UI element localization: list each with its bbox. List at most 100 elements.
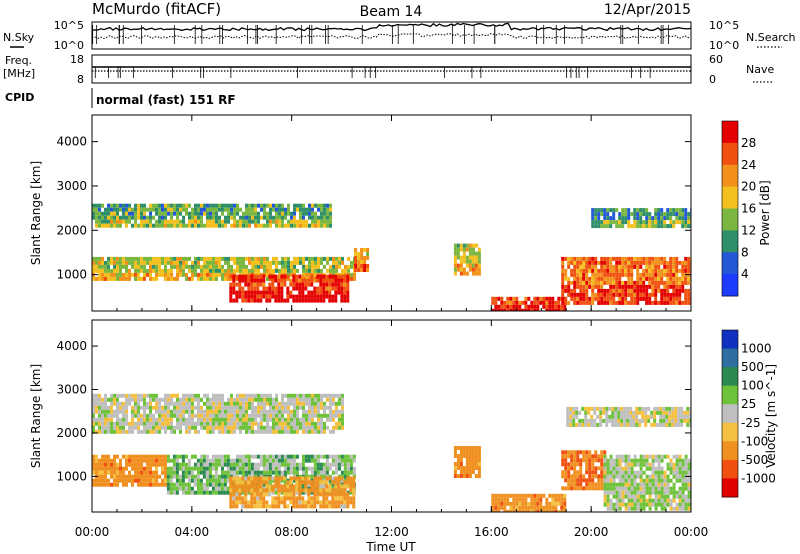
heat-cell-1-5 <box>515 509 519 512</box>
heat-cell-0-2 <box>317 215 320 220</box>
heat-cell-1-1 <box>313 470 317 475</box>
heat-cell-1-3 <box>137 409 140 414</box>
heat-cell-0-5 <box>533 308 537 311</box>
heat-cell-0-0 <box>332 260 335 265</box>
heat-cell-0-4 <box>459 247 463 252</box>
heat-cell-1-2 <box>265 476 269 481</box>
heat-cell-0-0 <box>104 276 107 281</box>
heat-cell-1-3 <box>209 421 212 426</box>
heat-cell-0-0 <box>350 260 353 265</box>
heat-cell-0-2 <box>317 219 320 224</box>
heat-cell-0-2 <box>299 223 302 228</box>
heat-cell-1-7 <box>672 482 676 487</box>
heat-cell-1-3 <box>98 401 101 406</box>
heat-cell-0-2 <box>284 215 287 220</box>
heat-cell-0-1 <box>346 286 350 291</box>
heat-cell-1-3 <box>227 405 230 410</box>
heat-cell-1-3 <box>287 413 290 418</box>
heat-cell-1-1 <box>286 462 290 467</box>
heat-cell-1-3 <box>122 409 125 414</box>
colorbar-swatch <box>722 230 738 253</box>
heat-cell-0-6 <box>639 276 643 281</box>
heat-cell-1-1 <box>277 454 281 459</box>
heat-cell-1-1 <box>238 470 242 475</box>
heat-cell-0-2 <box>131 223 134 228</box>
heat-cell-1-8 <box>686 414 690 419</box>
heat-cell-1-3 <box>299 421 302 426</box>
heat-cell-0-2 <box>323 219 326 224</box>
heat-cell-1-3 <box>149 405 152 410</box>
heat-cell-0-6 <box>681 280 685 285</box>
heat-cell-1-1 <box>223 470 227 475</box>
heat-cell-0-0 <box>209 268 212 273</box>
heat-cell-0-0 <box>155 264 158 269</box>
heat-cell-1-5 <box>551 497 555 502</box>
heat-cell-1-3 <box>131 421 134 426</box>
heat-cell-0-3 <box>354 268 358 272</box>
heat-cell-1-7 <box>648 466 652 471</box>
heat-cell-1-0 <box>92 454 95 459</box>
heat-cell-1-2 <box>298 476 302 481</box>
heat-cell-1-1 <box>337 462 341 467</box>
heat-cell-1-1 <box>220 490 224 495</box>
heat-cell-1-6 <box>579 478 583 483</box>
heat-cell-1-0 <box>116 462 119 467</box>
heat-cell-1-6 <box>576 462 580 467</box>
heat-cell-0-6 <box>615 284 619 289</box>
heat-cell-0-6 <box>627 292 631 297</box>
heat-cell-1-3 <box>152 405 155 410</box>
heat-cell-1-2 <box>238 496 242 501</box>
power-colorbar-label: Power [dB] <box>758 180 772 245</box>
heat-cell-1-3 <box>188 401 191 406</box>
heat-cell-1-3 <box>125 421 128 426</box>
heat-cell-0-2 <box>242 219 245 224</box>
heat-cell-1-3 <box>209 425 212 430</box>
heat-cell-1-8 <box>674 410 678 415</box>
heat-cell-1-1 <box>349 466 353 471</box>
heat-cell-0-5 <box>512 304 516 309</box>
heat-cell-1-8 <box>629 414 633 419</box>
heat-cell-1-0 <box>152 478 155 483</box>
heat-cell-1-1 <box>190 454 194 459</box>
heat-cell-0-1 <box>253 282 257 287</box>
heat-cell-1-3 <box>233 425 236 430</box>
heat-cell-1-5 <box>509 505 513 510</box>
heat-cell-1-3 <box>203 425 206 430</box>
heat-cell-1-1 <box>172 486 176 491</box>
heat-cell-1-3 <box>143 425 146 430</box>
heat-cell-1-3 <box>239 413 242 418</box>
heat-cell-1-3 <box>233 429 236 434</box>
heat-cell-0-2 <box>113 211 116 216</box>
x-tick-label: 16:00 <box>474 525 509 539</box>
heat-cell-0-0 <box>137 256 140 261</box>
heat-cell-1-3 <box>332 429 335 434</box>
heat-cell-0-6 <box>654 300 658 305</box>
heat-cell-1-1 <box>211 466 215 471</box>
heat-cell-1-6 <box>591 466 595 471</box>
heat-cell-1-1 <box>349 470 353 475</box>
heat-cell-1-6 <box>564 478 568 483</box>
heat-cell-0-6 <box>606 292 610 297</box>
heat-cell-1-0 <box>92 478 95 483</box>
heat-cell-0-2 <box>248 223 251 228</box>
heat-cell-0-6 <box>645 296 649 301</box>
heat-cell-1-1 <box>211 458 215 463</box>
heat-cell-1-3 <box>92 417 95 422</box>
heat-cell-1-5 <box>506 497 510 502</box>
heat-cell-0-6 <box>672 256 676 261</box>
heat-cell-0-1 <box>334 298 338 303</box>
heat-cell-0-6 <box>621 260 625 265</box>
heat-cell-1-3 <box>170 409 173 414</box>
heat-cell-1-6 <box>582 478 586 483</box>
heat-cell-1-6 <box>573 474 577 479</box>
heat-cell-1-1 <box>259 470 263 475</box>
heat-cell-1-3 <box>116 425 119 430</box>
heat-cell-0-6 <box>642 256 646 261</box>
heat-cell-1-7 <box>684 470 688 475</box>
heat-cell-1-5 <box>533 493 537 498</box>
heat-cell-0-2 <box>263 207 266 212</box>
heat-cell-1-7 <box>687 466 691 471</box>
heat-cell-0-2 <box>140 207 143 212</box>
heat-cell-0-6 <box>582 260 586 265</box>
heat-cell-1-3 <box>284 409 287 414</box>
